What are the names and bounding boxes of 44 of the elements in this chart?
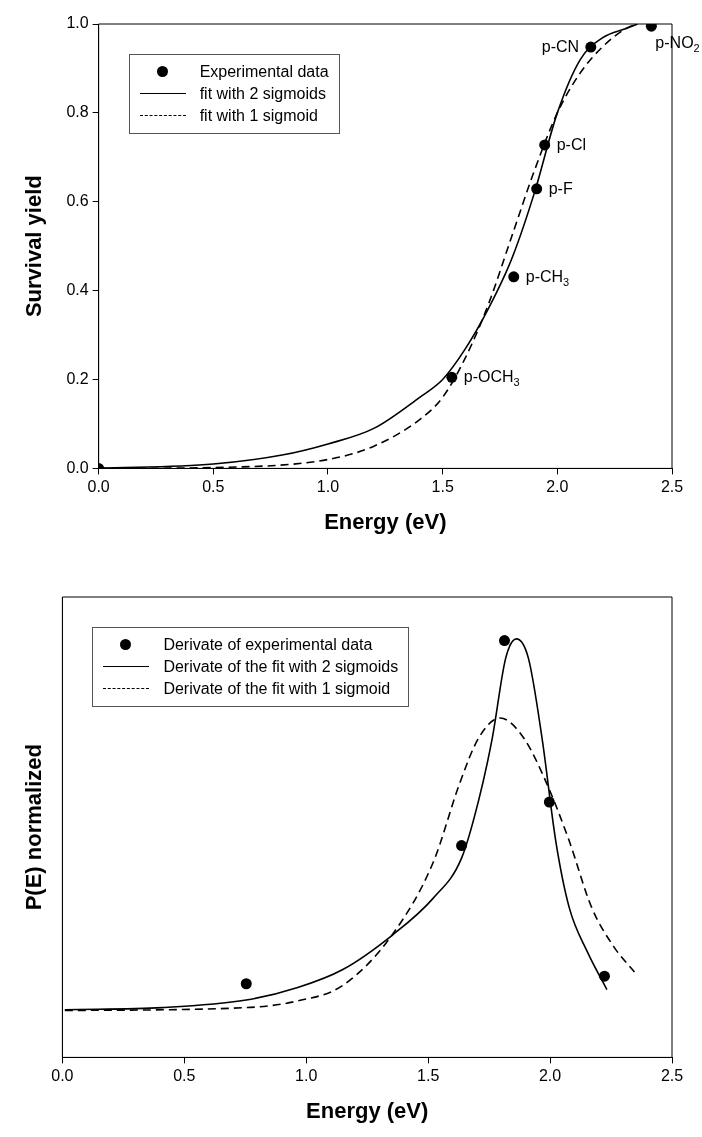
x-tick-label: 1.5 [417, 1067, 440, 1085]
legend-label: Derivate of the fit with 1 sigmoid [163, 679, 391, 699]
x-tick-label: 0.0 [87, 478, 110, 496]
x-tick-label: 2.5 [660, 1067, 684, 1085]
point [539, 139, 551, 151]
x-tick-label: 1.0 [316, 478, 340, 496]
y-axis-title: P(E) normalized [21, 744, 47, 911]
point [585, 41, 597, 53]
x-tick-label: 2.0 [546, 478, 569, 496]
y-axis-title: Survival yield [21, 175, 47, 318]
point [543, 796, 555, 808]
y-tick-label: 0.0 [66, 458, 89, 476]
point [531, 183, 543, 195]
x-tick-label: 0.5 [202, 478, 225, 496]
y-tick-label: 0.4 [66, 281, 89, 299]
y-tick-label: 1.0 [66, 14, 89, 32]
legend-label: Experimental data [199, 62, 329, 82]
legend-label: fit with 1 sigmoid [199, 106, 318, 126]
annotation: p-F [548, 179, 573, 198]
x-tick-label: 0.0 [51, 1067, 74, 1085]
point [446, 371, 458, 383]
annotation: p-NO$_{2}$ [655, 34, 700, 55]
legend-label: Derivate of experimental data [163, 635, 373, 655]
point [598, 970, 610, 982]
y-tick-label: 0.2 [66, 369, 89, 387]
annotation: p-OCH$_{3}$ [463, 368, 520, 389]
legend-label: fit with 2 sigmoids [199, 84, 326, 104]
point [240, 978, 252, 990]
annotation: p-Cl [556, 135, 587, 154]
point [498, 635, 510, 647]
x-tick-label: 1.5 [431, 478, 454, 496]
x-axis-title: Energy (eV) [324, 508, 447, 534]
point [456, 840, 468, 852]
y-tick-label: 0.8 [66, 103, 89, 121]
legend-label: Derivate of the fit with 2 sigmoids [163, 657, 399, 677]
x-tick-label: 0.5 [173, 1067, 196, 1085]
annotation: p-CN [541, 38, 580, 57]
x-axis-title: Energy (eV) [306, 1097, 429, 1123]
annotation: p-CH$_{3}$ [525, 267, 570, 288]
x-tick-label: 2.0 [538, 1067, 562, 1085]
x-tick-label: 1.0 [295, 1067, 318, 1085]
y-tick-label: 0.6 [66, 192, 89, 210]
x-tick-label: 2.5 [660, 478, 684, 496]
point [508, 271, 520, 283]
